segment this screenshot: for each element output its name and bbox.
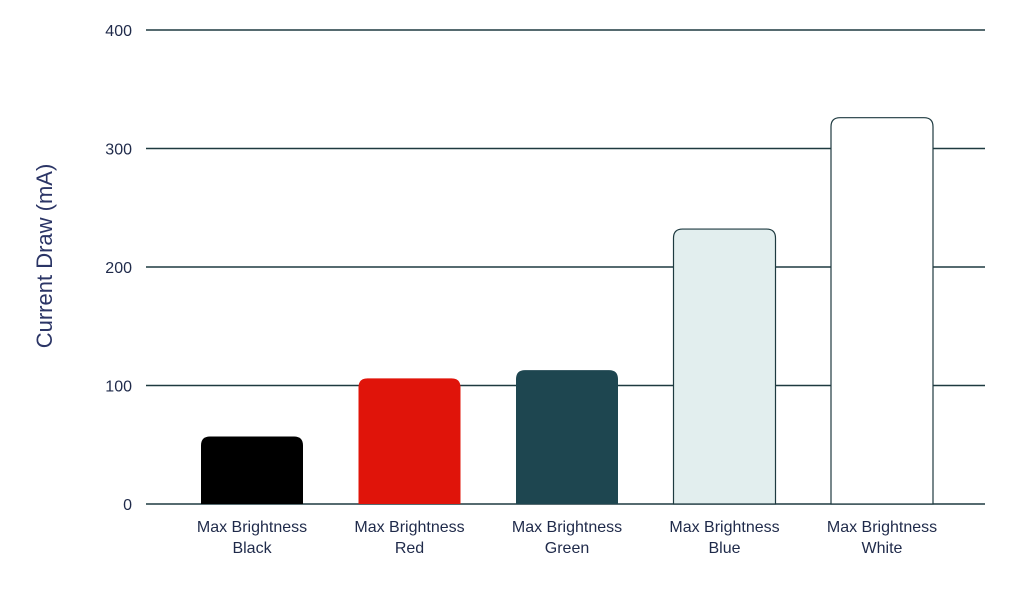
y-tick-labels: 0 100 200 300 400 [105,23,132,514]
bar-red [358,378,461,504]
y-tick-label: 400 [105,23,132,40]
bar-white [830,117,934,505]
y-tick-label: 100 [105,379,132,396]
y-tick-label: 0 [123,497,132,514]
bar-green [516,370,618,504]
x-category-label: Max Brightness White [827,519,937,557]
bar-blue [672,228,777,505]
x-category-label: Max Brightness Red [354,519,464,557]
x-category-labels: Max Brightness Black Max Brightness Red Max … [197,519,937,557]
y-tick-label: 300 [105,142,132,159]
y-tick-label: 200 [105,260,132,277]
x-category-label: Max Brightness Blue [669,519,779,557]
x-category-label: Max Brightness Green [512,519,622,557]
x-category-label: Max Brightness Black [197,519,307,557]
bar-black [201,436,303,504]
y-axis-title: Current Draw (mA) [32,164,57,349]
bars [201,117,934,505]
